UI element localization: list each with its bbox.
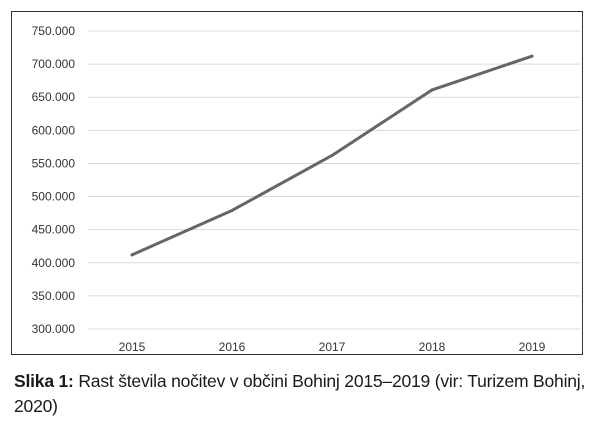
data-point xyxy=(130,253,134,257)
y-axis-tick-labels: 300.000 350.000 400.000 450.000 500.000 550.0… xyxy=(32,24,76,336)
x-tick-label: 2016 xyxy=(219,340,246,354)
y-tick-label: 350.000 xyxy=(32,289,76,303)
series-layer xyxy=(130,54,534,257)
y-tick-label: 700.000 xyxy=(32,57,76,71)
line-chart: 300.000 350.000 400.000 450.000 500.000 550.0… xyxy=(32,24,580,354)
x-axis-tick-labels: 2015 2016 2017 2018 2019 xyxy=(119,340,546,354)
data-point xyxy=(230,208,234,212)
y-tick-label: 300.000 xyxy=(32,322,76,336)
y-tick-label: 650.000 xyxy=(32,90,76,104)
caption-text: Rast števila nočitev v občini Bohinj 201… xyxy=(14,371,586,416)
gridlines xyxy=(88,30,580,330)
figure-caption: Slika 1: Rast števila nočitev v občini B… xyxy=(14,369,588,419)
y-tick-label: 500.000 xyxy=(32,190,76,204)
data-point xyxy=(430,88,434,92)
y-tick-label: 400.000 xyxy=(32,256,76,270)
data-point xyxy=(530,54,534,58)
chart-frame: 300.000 350.000 400.000 450.000 500.000 550.0… xyxy=(11,11,583,355)
y-tick-label: 450.000 xyxy=(32,223,76,237)
y-tick-label: 750.000 xyxy=(32,24,76,38)
x-tick-label: 2017 xyxy=(319,340,346,354)
data-point xyxy=(330,153,334,157)
caption-label: Slika 1: xyxy=(14,371,74,391)
x-tick-label: 2018 xyxy=(419,340,446,354)
y-tick-label: 550.000 xyxy=(32,156,76,170)
y-tick-label: 600.000 xyxy=(32,123,76,137)
x-tick-label: 2019 xyxy=(519,340,546,354)
x-tick-label: 2015 xyxy=(119,340,146,354)
